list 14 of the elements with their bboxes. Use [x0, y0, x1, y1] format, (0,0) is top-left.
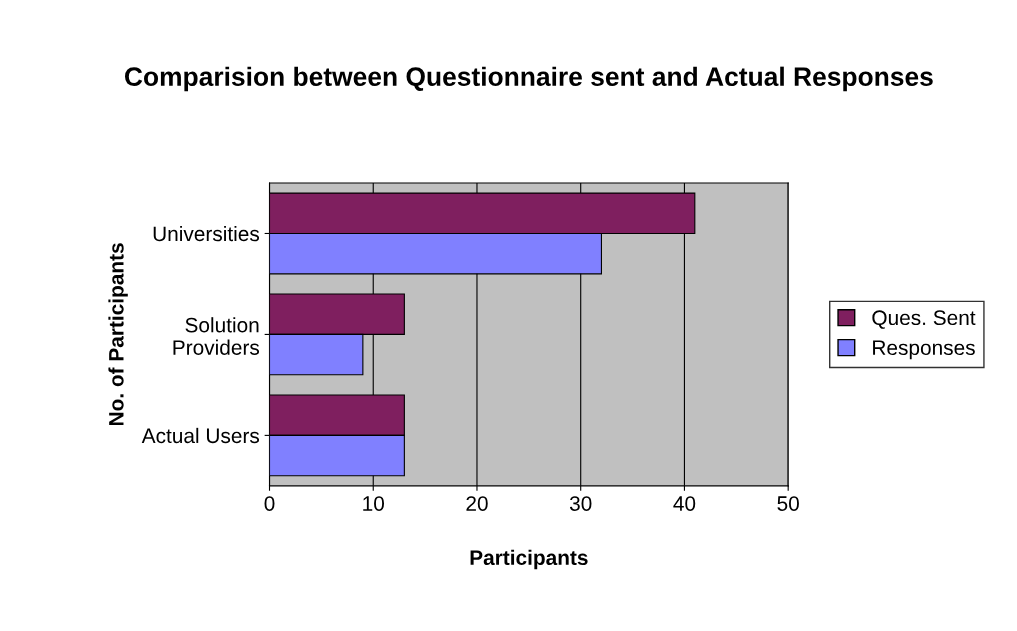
x-tick-label: 50: [777, 496, 799, 511]
legend-label: Ques. Sent: [872, 310, 976, 329]
x-tick-label: 30: [569, 496, 592, 511]
x-tick-label: 0: [264, 496, 275, 511]
x-axis-title: Participants: [470, 549, 588, 570]
x-tick-label: 40: [673, 496, 696, 511]
x-tick-label: 10: [363, 496, 385, 511]
legend-label: Responses: [873, 340, 975, 360]
y-tick-label: Actual Users: [141, 427, 260, 444]
y-tick-label: Universities: [153, 225, 260, 242]
x-tick-label: 20: [466, 496, 488, 511]
y-tick-label: Solution Providers: [173, 317, 260, 355]
chart-title: Comparision between Questionnaire sent and Actual Responses: [125, 66, 933, 92]
y-axis-title: No. of Participants: [108, 243, 128, 426]
